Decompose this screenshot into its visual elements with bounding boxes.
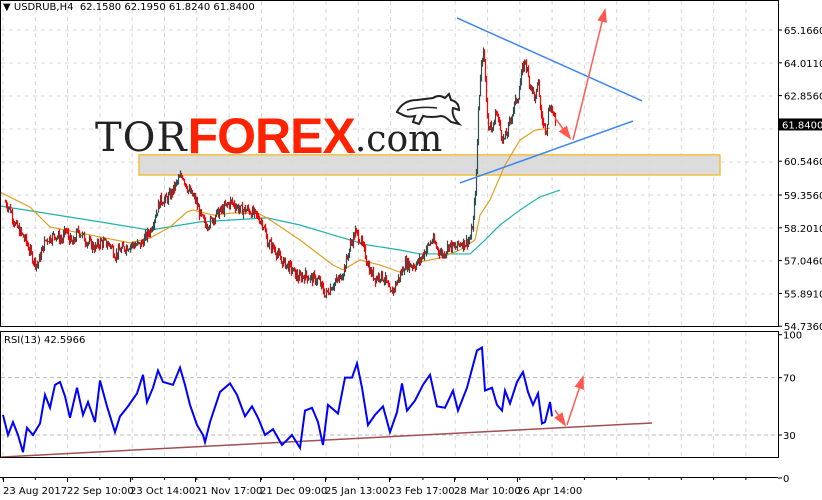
support-zone[interactable]	[138, 154, 721, 176]
price-tick-label: 64.0110	[784, 59, 822, 70]
time-tick-label: 28 Mar 10:00	[454, 486, 521, 497]
price-tick-label: 54.7360	[784, 322, 822, 333]
rsi-pane	[2, 345, 553, 453]
price-tick-label: 60.5460	[784, 157, 822, 168]
rsi-arrow-up[interactable]	[566, 375, 584, 426]
arrow-up[interactable]	[572, 8, 607, 141]
ma-slow-line	[0, 189, 561, 255]
lower-trendline[interactable]	[459, 120, 634, 184]
ma-slow-path	[0, 189, 561, 255]
price-tick-label: 57.0460	[784, 257, 822, 268]
candles	[4, 47, 557, 299]
rsi-axis: 100 70 30 0	[778, 331, 802, 485]
frame	[0, 0, 779, 478]
time-tick-label: 21 Nov 17:00	[195, 486, 262, 497]
time-tick-label: 23 Aug 2017	[3, 486, 67, 497]
time-tick-label: 23 Feb 17:00	[389, 486, 455, 497]
price-tick-label: 59.3560	[784, 191, 822, 202]
time-tick-label: 25 Jan 13:00	[325, 486, 388, 497]
time-tick-label: 22 Sep 10:00	[67, 486, 134, 497]
rsi-line	[2, 345, 553, 453]
triangle-down-icon[interactable]: ▼	[3, 2, 11, 13]
rsi-tick-label: 30	[783, 431, 796, 442]
current-price-box	[779, 118, 822, 131]
logo-forex: FOREX	[187, 108, 356, 164]
current-price-label: 61.8400	[782, 120, 822, 131]
price-axis: 65.1660 64.0110 62.8560 60.5460 59.3560 58.20…	[778, 26, 822, 333]
rsi-tick-label: 100	[783, 331, 802, 342]
time-tick-label: 23 Oct 14:00	[130, 486, 195, 497]
arrow-down[interactable]	[554, 117, 572, 140]
grid	[1, 1, 778, 457]
rsi-tick-label: 0	[783, 474, 789, 485]
symbol-label: USDRUB,H4	[13, 2, 74, 13]
price-tick-label: 65.1660	[784, 26, 822, 37]
upper-trendline[interactable]	[456, 17, 643, 102]
torforex-logo: TOR FOREX .com	[95, 98, 443, 164]
rsi-arrow-down[interactable]	[554, 409, 567, 427]
price-tick-label: 58.2010	[784, 224, 822, 235]
logo-com: .com	[354, 119, 443, 160]
time-tick-label: 21 Dec 09:00	[260, 486, 327, 497]
annotations[interactable]	[0, 8, 653, 458]
price-tick-label: 55.8910	[784, 289, 822, 300]
logo-tor: TOR	[95, 115, 188, 161]
price-tick-label: 62.8560	[784, 92, 822, 103]
rsi-tick-label: 70	[783, 374, 796, 385]
chart-header: ▼ USDRUB,H4 62.1580 62.1950 61.8240 61.8…	[3, 2, 255, 13]
ohlc-values: 62.1580 62.1950 61.8240 61.8400	[79, 2, 255, 13]
rsi-trendline[interactable]	[0, 422, 653, 458]
rsi-label: RSI(13) 42.5966	[4, 335, 86, 346]
time-tick-label: 26 Apr 14:00	[517, 486, 582, 497]
bull-icon	[395, 92, 463, 126]
